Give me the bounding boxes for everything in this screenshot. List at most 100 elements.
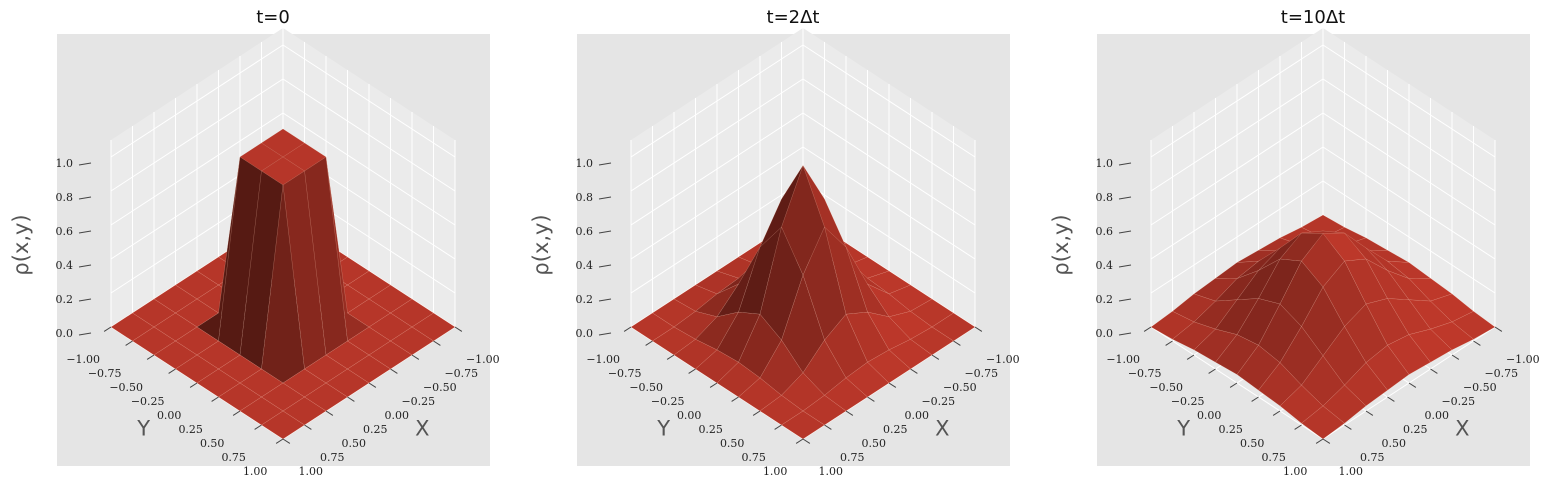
y-tick [666,354,675,360]
x-tick [845,410,854,416]
z-tick [1118,332,1132,336]
z-tick-label: 0.6 [56,225,74,238]
z-tick [598,264,612,268]
x-axis-label: X [415,417,429,441]
x-tick [910,368,918,374]
grid-line [1322,112,1496,226]
x-tick [1430,368,1438,374]
x-tick [1494,326,1503,332]
z-tick [598,332,612,336]
z-tick [598,196,612,200]
y-tick-label: 0.00 [157,409,182,422]
grid-line [630,44,804,158]
x-tick-label: 1.00 [819,465,844,478]
z-tick [78,298,92,302]
z-tick [78,196,92,200]
y-tick [275,438,284,444]
z-tick [1118,196,1132,200]
x-tick-label: 1.00 [1339,465,1364,478]
x-tick [888,382,897,388]
grid-line [802,180,976,294]
y-tick [731,396,739,402]
x-tick-label: −0.50 [1463,381,1497,394]
x-tick-label: 1.00 [299,465,324,478]
grid-line [110,78,284,192]
grid-line [802,44,976,158]
y-tick-label: −0.25 [131,395,165,408]
y-tick-label: −0.25 [1171,395,1205,408]
y-tick [232,410,241,416]
z-tick-label: 1.0 [1096,157,1114,170]
x-tick-label: 0.75 [320,451,345,464]
y-tick [1165,340,1173,346]
x-tick [1408,382,1417,388]
x-tick-label: −0.25 [401,395,435,408]
x-tick [433,340,441,346]
grid-line [630,78,804,192]
grid-line [1150,44,1324,158]
x-tick-label: −0.50 [943,381,977,394]
grid-line [630,180,804,294]
x-tick [1473,340,1481,346]
x-tick [824,424,832,430]
grid-line [1322,44,1496,158]
y-tick [688,368,696,374]
grid-line [1150,180,1324,294]
x-tick-label: −0.75 [444,367,478,380]
z-tick-label: 0.2 [56,293,74,306]
x-tick [325,410,334,416]
x-tick [1344,424,1352,430]
x-tick-label: 0.75 [1360,451,1385,464]
y-axis-label: Y [1176,417,1190,441]
y-tick [211,396,219,402]
x-tick-label: 0.00 [905,409,930,422]
y-tick-label: −1.00 [586,353,620,366]
z-tick [78,230,92,234]
y-tick [254,424,262,430]
grid-line [1150,146,1324,260]
grid-line [802,112,976,226]
subplot: t=0−1.00−0.75−0.50−0.250.000.250.500.751… [9,7,500,478]
y-tick-label: −0.50 [629,381,663,394]
grid-line [630,112,804,226]
x-tick [1387,396,1395,402]
y-tick [795,438,804,444]
z-axis-label: ρ(x,y) [1049,214,1073,275]
z-tick-label: 1.0 [576,157,594,170]
z-tick-label: 0.6 [576,225,594,238]
y-tick [623,326,632,332]
x-tick-label: 0.25 [883,423,908,436]
y-axis-label: Y [656,417,670,441]
subplot: t=2Δt−1.00−0.75−0.50−0.250.000.250.500.7… [529,7,1020,478]
z-tick-label: 0.8 [1096,191,1114,204]
y-tick-label: 0.75 [1261,451,1286,464]
z-tick-label: 0.4 [1096,259,1114,272]
x-tick-label: 0.00 [1425,409,1450,422]
y-tick-label: −0.75 [608,367,642,380]
y-tick [1272,410,1281,416]
x-tick-label: 0.50 [342,437,367,450]
y-tick-label: 0.50 [1240,437,1265,450]
y-tick-label: −0.50 [109,381,143,394]
y-tick-label: −1.00 [1106,353,1140,366]
x-tick-label: −0.75 [1484,367,1518,380]
y-tick-label: 1.00 [243,465,268,478]
x-tick [454,326,463,332]
grid-line [110,112,284,226]
x-tick-label: 0.00 [385,409,410,422]
y-tick [752,410,761,416]
grid-line [802,146,976,260]
y-tick [1208,368,1216,374]
x-axis-label: X [1455,417,1469,441]
x-tick-label: −1.00 [466,353,500,366]
y-tick [125,340,133,346]
x-axis-label: X [935,417,949,441]
y-tick [1251,396,1259,402]
grid-line [282,112,456,226]
grid-line [282,44,456,158]
x-tick [304,424,312,430]
x-tick-label: 0.75 [840,451,865,464]
y-tick-label: 0.25 [178,423,203,436]
x-tick [974,326,983,332]
